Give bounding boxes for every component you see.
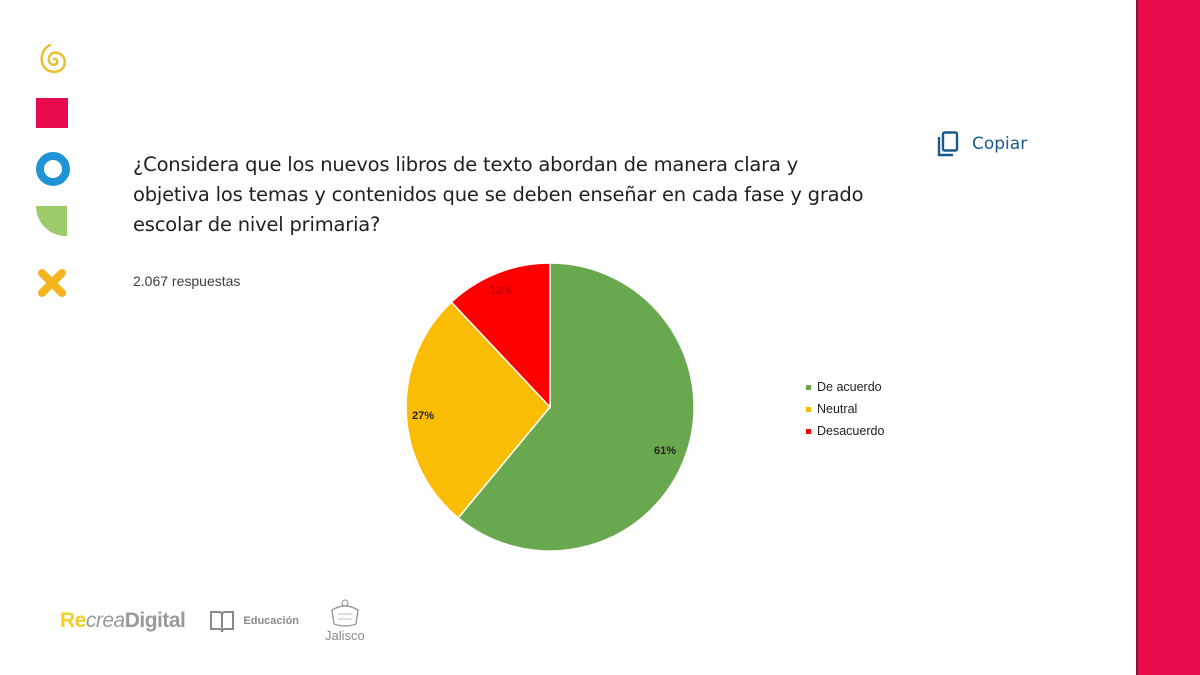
legend-item-neutral[interactable]: Neutral <box>806 398 884 420</box>
legend-item-desacuerdo[interactable]: Desacuerdo <box>806 420 884 442</box>
label-desacuerdo: 12% <box>490 285 513 297</box>
copy-label: Copiar <box>972 134 1028 154</box>
square-icon <box>36 98 68 128</box>
slice-de-acuerdo[interactable] <box>457 263 695 552</box>
response-count: 2.067 respuestas <box>133 273 241 289</box>
copy-icon <box>937 131 959 157</box>
label-de-acuerdo: 61% <box>654 445 677 457</box>
legend-label: Desacuerdo <box>817 424 885 438</box>
slice-neutral[interactable] <box>405 301 551 519</box>
side-accent-bar <box>1136 0 1200 675</box>
legend-label: Neutral <box>817 402 858 416</box>
recrea-digital-logo: RecreaDigital <box>60 608 186 633</box>
copy-button[interactable]: Copiar <box>936 131 1027 157</box>
pie-chart <box>405 263 695 552</box>
logo-re: Re <box>60 608 86 632</box>
footer-logos: RecreaDigital Educación Jalisco <box>60 598 365 643</box>
quarter-circle-icon <box>36 206 67 236</box>
book-icon <box>210 610 235 632</box>
educacion-label: Educación <box>243 614 300 627</box>
spiral-icon <box>40 43 67 74</box>
legend-swatch-icon <box>806 428 811 434</box>
legend-item-de-acuerdo[interactable]: De acuerdo <box>806 376 884 398</box>
jalisco-logo: Jalisco <box>325 598 365 643</box>
jalisco-crest-icon <box>331 599 359 627</box>
label-neutral: 27% <box>412 410 435 422</box>
jalisco-label: Jalisco <box>325 628 365 643</box>
legend-swatch-icon <box>806 384 811 390</box>
chart-legend: De acuerdo Neutral Desacuerdo <box>806 376 884 442</box>
cross-icon <box>38 269 66 297</box>
question-title: ¿Considera que los nuevos libros de text… <box>133 153 864 236</box>
legend-swatch-icon <box>806 406 811 412</box>
legend-label: De acuerdo <box>817 380 882 394</box>
logo-digital: Digital <box>124 608 186 632</box>
educacion-logo: Educación <box>209 608 299 634</box>
ring-icon <box>36 152 70 186</box>
slice-desacuerdo[interactable] <box>450 263 551 409</box>
logo-crea: crea <box>85 608 125 632</box>
